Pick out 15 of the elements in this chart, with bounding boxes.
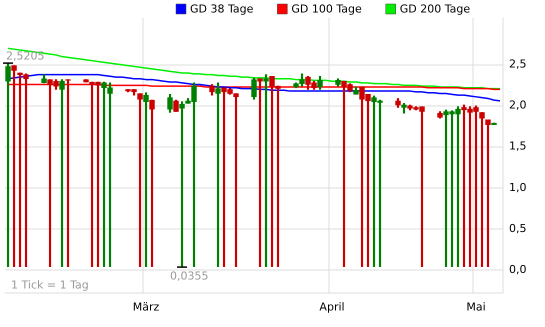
x-tick-label: März <box>132 300 160 314</box>
annotation: 2,5205 <box>6 49 45 62</box>
annotation: 1 Tick = 1 Tag <box>11 278 89 292</box>
y-tick-label: 1,5 <box>509 140 526 153</box>
x-tick-label: April <box>319 300 345 314</box>
y-tick-label: 0,5 <box>509 222 526 235</box>
y-tick-label: 1,0 <box>509 180 526 194</box>
y-tick-label: 2,0 <box>509 98 526 112</box>
legend-label: GD 100 Tage <box>291 2 362 16</box>
y-tick-label: 0,0 <box>509 262 526 276</box>
y-tick-label: 2,5 <box>509 58 526 71</box>
x-tick-label: Mai <box>466 300 486 314</box>
legend-label: GD 38 Tage <box>190 2 254 16</box>
annotation: 0,0355 <box>170 269 209 282</box>
legend-label: GD 200 Tage <box>400 2 470 16</box>
